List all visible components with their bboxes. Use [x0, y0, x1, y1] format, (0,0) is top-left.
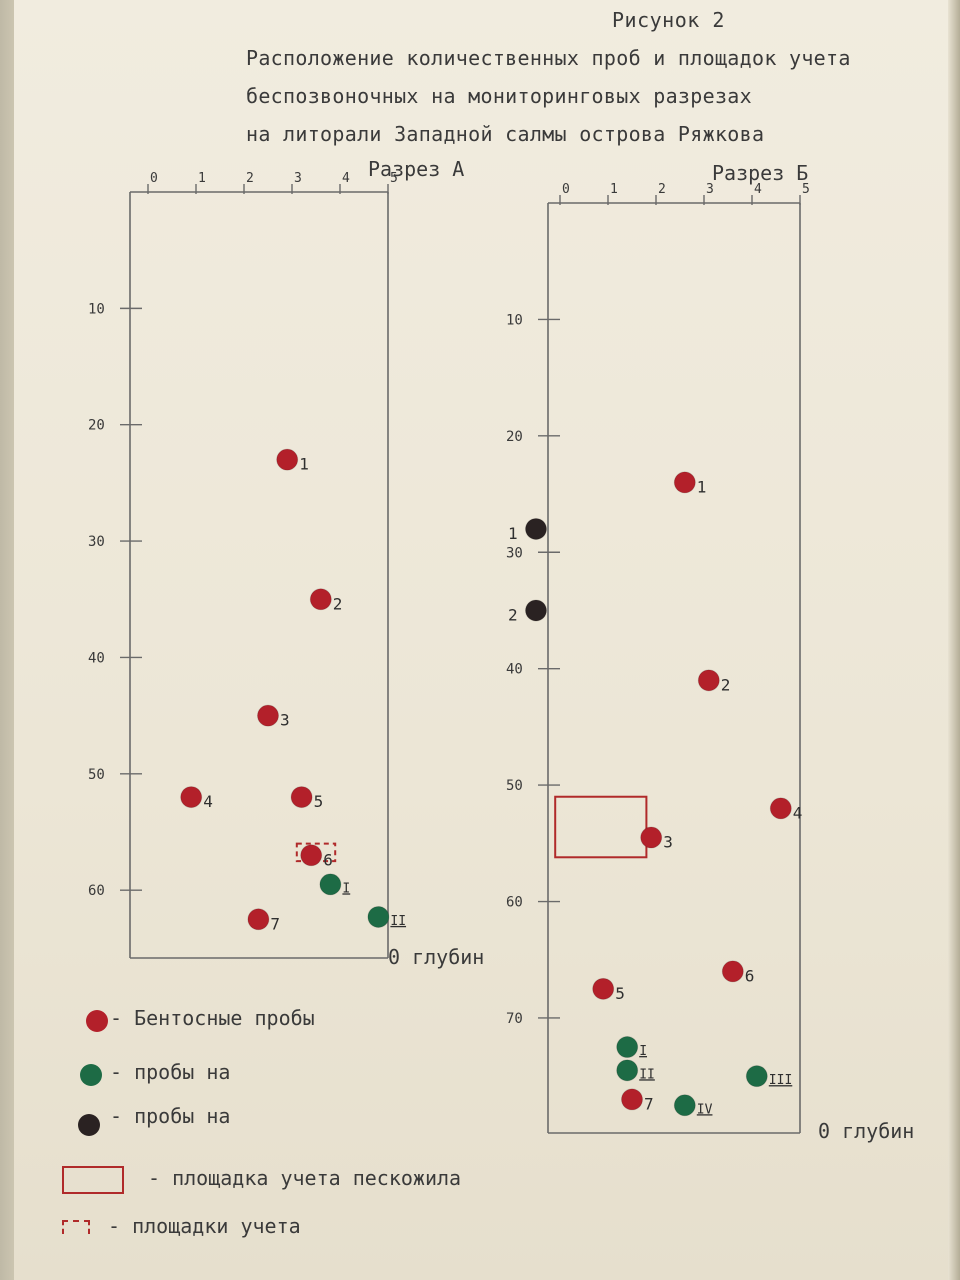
- sample-point-label: 6: [323, 850, 333, 869]
- sample-point-label: 3: [280, 711, 290, 730]
- y-tick-label: 10: [506, 312, 523, 328]
- y-tick-label: 40: [88, 650, 105, 666]
- figure-title-line-1: Расположение количественных проб и площа…: [246, 46, 851, 70]
- x-tick-label: 0: [562, 182, 570, 197]
- y-tick-label: 70: [506, 1011, 523, 1027]
- depth-label: 0 глубин: [388, 945, 484, 969]
- sample-point-green: [745, 1065, 768, 1088]
- sample-point-red: [309, 588, 332, 611]
- figure-label: Рисунок 2: [612, 8, 725, 32]
- sample-point-label: III: [769, 1073, 792, 1088]
- sample-point-green: [367, 905, 390, 928]
- section-a: Разрез А 0 1 2 3 4 5 10 20 30 40 50 60 0 глубин 1 2 3 4 5 6…: [88, 157, 484, 969]
- x-tick-label: 4: [342, 171, 350, 186]
- sample-point-red: [276, 448, 299, 471]
- sample-point-label: 2: [333, 594, 343, 613]
- sample-point-green: [319, 873, 342, 896]
- sample-point-label: IV: [697, 1102, 713, 1117]
- y-tick-label: 30: [506, 545, 523, 561]
- sample-point-green: [673, 1094, 696, 1117]
- sample-point-label: 7: [644, 1094, 654, 1113]
- sample-point-label: 5: [314, 792, 324, 811]
- y-tick-label: 60: [506, 895, 523, 911]
- x-tick-label: 4: [754, 182, 762, 197]
- sample-point-red: [290, 786, 313, 809]
- x-tick-label: 1: [610, 182, 618, 197]
- y-tick-label: 50: [88, 767, 105, 783]
- y-tick-label: 10: [88, 301, 105, 317]
- sample-point-label: II: [639, 1067, 655, 1082]
- sample-point-label: 4: [793, 803, 803, 822]
- x-tick-label: 3: [706, 182, 714, 197]
- section-b: Разрез Б 0 1 2 3 4 5 10 20 30 40 50 60 70 0 глубин 1 1 2 2…: [506, 161, 914, 1143]
- paper-page: [14, 0, 948, 1280]
- sample-point-red: [769, 797, 792, 820]
- sample-point-label: 2: [508, 605, 518, 624]
- x-tick-label: 2: [246, 171, 254, 186]
- x-tick-label: 5: [802, 182, 810, 197]
- sample-point-label: 4: [203, 792, 213, 811]
- sample-point-red: [673, 471, 696, 494]
- page-edge: [948, 0, 960, 1280]
- figure-header: Рисунок 2 Расположение количественных пр…: [0, 0, 960, 160]
- x-tick-label: 0: [150, 171, 158, 186]
- sample-point-red: [247, 908, 270, 931]
- figure-title-line-2: беспозвоночных на мониторинговых разреза…: [246, 84, 752, 108]
- sample-point-label: 7: [270, 914, 280, 933]
- section-title: Разрез А: [368, 157, 464, 181]
- sample-point-black: [525, 517, 547, 540]
- sample-point-red: [257, 704, 279, 727]
- sample-point-label: 1: [697, 477, 707, 496]
- sample-point-red: [180, 786, 203, 809]
- y-tick-label: 40: [506, 662, 523, 678]
- sample-point-label: 5: [615, 984, 625, 1003]
- sample-point-label: 2: [721, 675, 731, 694]
- sample-point-green: [616, 1059, 639, 1082]
- sample-point-red: [621, 1088, 643, 1111]
- sample-point-label: 1: [299, 455, 309, 474]
- x-tick-label: 1: [198, 171, 206, 186]
- x-tick-label: 2: [658, 182, 666, 197]
- figure-title-line-3: на литорали Западной салмы острова Ряжко…: [246, 122, 765, 146]
- survey-plot-rect: [554, 795, 648, 859]
- y-tick-label: 20: [88, 418, 105, 434]
- y-tick-label: 50: [506, 778, 523, 794]
- y-tick-label: 60: [88, 883, 105, 899]
- sample-point-label: 1: [508, 524, 518, 543]
- sample-point-label: I: [639, 1044, 647, 1059]
- y-tick-label: 20: [506, 429, 523, 445]
- depth-label: 0 глубин: [818, 1119, 914, 1143]
- sample-point-black: [525, 599, 547, 622]
- sample-point-red: [592, 977, 615, 1000]
- sample-point-green: [616, 1036, 639, 1059]
- section-title: Разрез Б: [712, 161, 808, 185]
- x-tick-label: 3: [294, 171, 302, 186]
- sample-point-red: [721, 960, 744, 983]
- sample-point-label: I: [342, 881, 350, 896]
- y-tick-label: 30: [88, 534, 105, 550]
- x-tick-label: 5: [390, 171, 398, 186]
- sample-point-red: [640, 826, 663, 849]
- sample-point-label: II: [390, 914, 406, 929]
- sample-point-red: [697, 669, 720, 692]
- sample-point-label: 6: [745, 966, 755, 985]
- sample-point-label: 3: [663, 832, 673, 851]
- sample-point-red: [300, 844, 323, 867]
